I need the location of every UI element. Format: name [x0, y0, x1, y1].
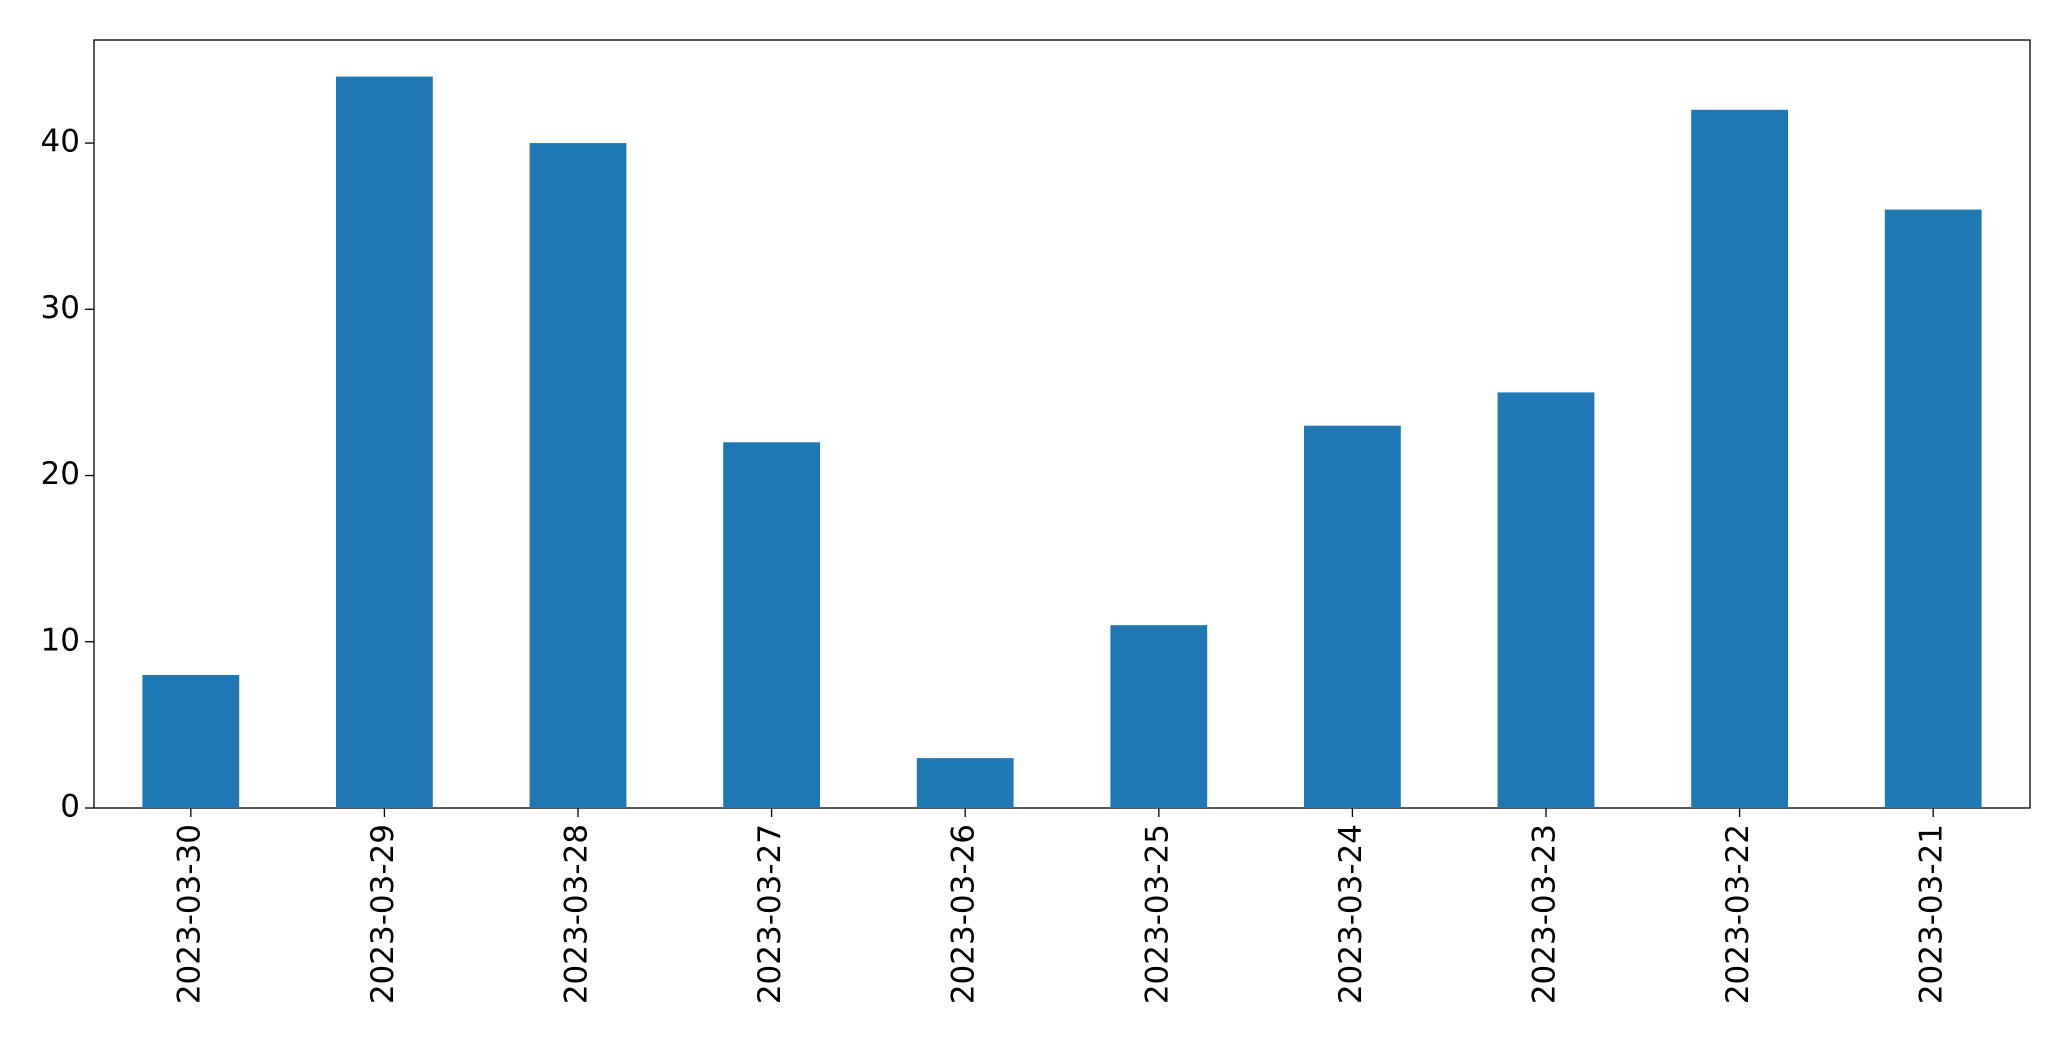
x-tick-label: 2023-03-24 — [1333, 824, 1369, 1004]
x-tick-label: 2023-03-30 — [171, 824, 207, 1004]
bar — [529, 143, 627, 808]
bar — [916, 758, 1014, 808]
x-tick-label: 2023-03-26 — [946, 824, 982, 1004]
bar — [1884, 209, 1982, 808]
bar — [1691, 109, 1788, 809]
x-tick-label: 2023-03-25 — [1139, 824, 1175, 1004]
x-tick-label: 2023-03-29 — [365, 824, 401, 1004]
y-tick-label: 0 — [60, 789, 80, 825]
bar — [1497, 392, 1595, 808]
x-tick-label: 2023-03-21 — [1914, 824, 1950, 1004]
y-tick-label: 20 — [41, 456, 80, 492]
bar — [336, 76, 433, 809]
x-tick-label: 2023-03-23 — [1527, 824, 1563, 1004]
bar — [142, 675, 240, 808]
y-tick-label: 10 — [41, 622, 80, 658]
x-tick-label: 2023-03-27 — [752, 824, 788, 1004]
x-tick-label: 2023-03-22 — [1720, 824, 1756, 1004]
y-tick-label: 40 — [41, 124, 80, 160]
x-tick-label: 2023-03-28 — [559, 824, 595, 1004]
plot-frame — [93, 39, 2031, 809]
bar — [1110, 625, 1208, 808]
bar — [723, 442, 820, 808]
y-tick-label: 30 — [41, 290, 80, 326]
bar — [1304, 425, 1401, 808]
